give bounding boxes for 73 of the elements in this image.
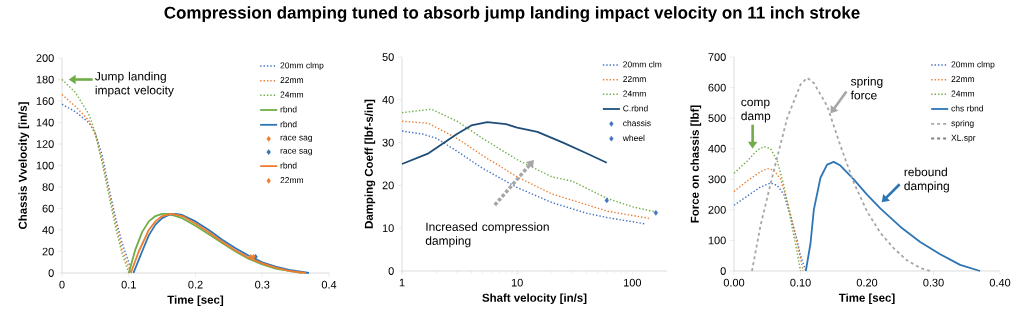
y-axis-title: Chassis Vvelocity [in/s] xyxy=(18,102,30,230)
legend-label: 22mm xyxy=(951,76,975,82)
y-tick-label: 40 xyxy=(42,226,54,234)
annotation: Jump landing impact velocity xyxy=(95,71,174,97)
y-tick-label: 200 xyxy=(36,54,54,62)
x-tick-label: 0.10 xyxy=(790,278,811,287)
legend-label: 24mm xyxy=(951,90,975,97)
y-tick-label: 180 xyxy=(36,75,54,84)
x-tick-label: 100 xyxy=(624,278,642,287)
legend-label: 22mm xyxy=(623,76,646,82)
x-tick-label: 0.30 xyxy=(923,278,944,287)
legend-label: XL.spr xyxy=(951,134,976,143)
x-tick-label: 10 xyxy=(511,278,523,287)
x-axis-title: Time [sec] xyxy=(167,295,224,307)
legend-label: 20mm clmp xyxy=(951,61,995,70)
y-axis-title: Force on chassis [lbf] xyxy=(690,105,702,223)
legend-label: spring xyxy=(951,120,974,128)
y-tick-label: 300 xyxy=(708,175,726,184)
annotation: spring force xyxy=(850,76,883,100)
legend-label: rbnd xyxy=(280,106,297,113)
text: Compression damping tuned to absorb jump landing impact velocity on 11 inch stroke xyxy=(164,6,860,23)
y-tick-label: 20 xyxy=(42,247,54,256)
legend-label: chs rbnd xyxy=(951,105,983,112)
y-tick-label: 10 xyxy=(382,224,394,233)
annotation: rebound damping xyxy=(904,167,949,193)
y-tick-label: 0 xyxy=(720,267,726,275)
y-tick-label: 30 xyxy=(382,138,394,147)
y-tick-label: 50 xyxy=(382,53,394,61)
legend-label: wheel xyxy=(622,134,645,142)
y-tick-label: 120 xyxy=(36,140,54,148)
legend-label: rbnd xyxy=(280,162,297,169)
y-tick-label: 600 xyxy=(708,83,726,92)
x-axis-title: Time [sec] xyxy=(838,293,895,305)
legend-label: 24mm xyxy=(280,91,304,98)
y-tick-label: 500 xyxy=(708,114,726,123)
x-tick-label: 0.20 xyxy=(856,278,878,287)
legend-label: chassis xyxy=(623,120,651,127)
y-tick-label: 80 xyxy=(42,183,54,191)
x-tick-label: 0.00 xyxy=(723,278,745,287)
x-tick-label: 0 xyxy=(59,280,65,289)
y-tick-label: 100 xyxy=(36,161,54,170)
legend-label: C.rbnd xyxy=(623,105,648,112)
y-tick-label: 100 xyxy=(708,236,726,245)
y-tick-label: 200 xyxy=(708,205,726,214)
x-tick-label: 0.2 xyxy=(188,280,203,289)
y-tick-label: 140 xyxy=(36,118,54,127)
annotation: Increased compression damping xyxy=(425,222,549,248)
line-series xyxy=(804,160,981,272)
x-tick-label: 1 xyxy=(399,278,405,287)
legend-label: 20mm clm xyxy=(623,61,662,68)
line-series xyxy=(733,167,804,272)
y-axis-title: Damping Coeff [lbf-s/in] xyxy=(364,99,376,229)
legend-label: 24mm xyxy=(623,90,646,97)
legend-label: 22mm xyxy=(280,77,304,83)
y-tick-label: 400 xyxy=(708,144,726,153)
x-tick-label: 0.40 xyxy=(989,278,1011,287)
y-tick-label: 0 xyxy=(48,269,54,277)
y-tick-label: 160 xyxy=(36,97,54,105)
legend-label: rbnd xyxy=(280,121,297,128)
legend-label: 22mm xyxy=(280,177,304,184)
legend-label: race sag xyxy=(280,149,312,156)
legend-label: race sag xyxy=(280,135,312,143)
y-tick-label: 0 xyxy=(388,267,394,275)
legend-label: 20mm clmp xyxy=(280,62,324,71)
y-tick-label: 60 xyxy=(42,204,54,213)
x-tick-label: 0.1 xyxy=(121,280,136,289)
x-tick-label: 0.3 xyxy=(255,280,270,289)
x-tick-label: 0.4 xyxy=(321,280,337,289)
x-axis-title: Shaft velocity [in/s] xyxy=(482,293,587,305)
y-tick-label: 40 xyxy=(382,95,394,104)
y-tick-label: 700 xyxy=(708,53,726,61)
y-tick-label: 20 xyxy=(382,181,394,190)
annotation: comp damp xyxy=(741,99,771,123)
